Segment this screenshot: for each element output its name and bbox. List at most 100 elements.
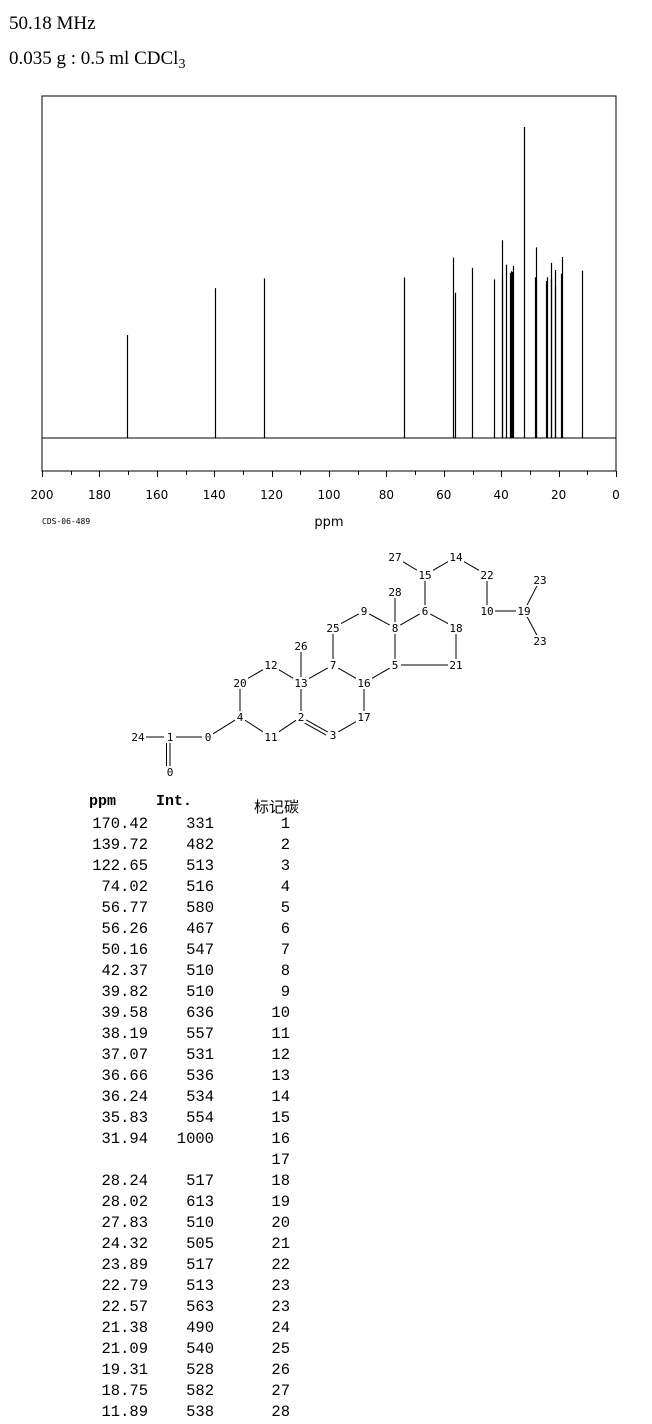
cell-carbon: 12	[271, 1046, 290, 1064]
atom-label-a0: 0	[205, 731, 212, 744]
atom-label-a9: 9	[361, 605, 368, 618]
atom-bg	[387, 586, 403, 598]
cell-carbon: 19	[271, 1193, 290, 1211]
bond	[337, 667, 360, 681]
cell-carbon: 21	[271, 1235, 290, 1253]
cell-ppm: 24.32	[101, 1235, 148, 1253]
cell-ppm: 37.07	[101, 1046, 148, 1064]
atom-bg	[165, 731, 175, 743]
sample-main: 0.035 g : 0.5 ml CDCl	[9, 48, 179, 69]
atom-bg	[387, 551, 403, 563]
x-tick-label: 200	[31, 488, 54, 502]
bond	[369, 613, 390, 626]
header-carbon-label: 标记碳	[254, 798, 300, 816]
cell-ppm: 38.19	[101, 1025, 148, 1043]
cell-intensity: 531	[186, 1046, 214, 1064]
atom-label-a20: 20	[233, 677, 246, 690]
atom-label-a26: 26	[294, 640, 307, 653]
table-row: 22.79 513 23	[0, 1277, 652, 1298]
table-row: 17	[0, 1151, 652, 1172]
table-row: 35.83 554 15	[0, 1109, 652, 1130]
cell-carbon: 27	[271, 1382, 290, 1400]
atom-label-a18: 18	[449, 622, 462, 635]
cell-carbon: 23	[271, 1277, 290, 1295]
x-tick-label: 140	[203, 488, 226, 502]
table-row: 23.89 517 22	[0, 1256, 652, 1277]
atom-label-a24: 24	[131, 731, 145, 744]
x-tick-label: 20	[551, 488, 566, 502]
atom-label-a8: 8	[392, 622, 399, 635]
cell-carbon: 28	[271, 1403, 290, 1421]
atom-bg	[293, 640, 309, 652]
table-row: 56.26 467 6	[0, 920, 652, 941]
bond	[305, 667, 329, 681]
cell-ppm: 18.75	[101, 1382, 148, 1400]
atom-bg	[263, 731, 279, 743]
cell-ppm: 21.09	[101, 1340, 148, 1358]
atom-bg	[263, 659, 279, 671]
cell-ppm: 36.24	[101, 1088, 148, 1106]
atom-label-a10: 10	[480, 605, 493, 618]
table-row: 28.02 613 19	[0, 1193, 652, 1214]
cell-carbon: 26	[271, 1361, 290, 1379]
cell-intensity: 582	[186, 1382, 214, 1400]
bond	[460, 559, 483, 573]
bond	[338, 613, 359, 626]
x-tick-label: 0	[612, 488, 620, 502]
bond	[275, 667, 297, 681]
x-tick-label: 120	[260, 488, 283, 502]
bond	[337, 719, 360, 733]
atom-bg	[165, 766, 175, 778]
cell-ppm: 139.72	[92, 836, 148, 854]
x-tick-label: 100	[318, 488, 341, 502]
atom-bg	[516, 605, 532, 617]
cell-intensity: 467	[186, 920, 214, 938]
table-row: 170.42 331 1	[0, 815, 652, 836]
table-row: 39.58 636 10	[0, 1004, 652, 1025]
cell-carbon: 18	[271, 1172, 290, 1190]
atom-label-a17: 17	[357, 711, 370, 724]
cell-ppm: 22.79	[101, 1277, 148, 1295]
atom-bg	[130, 731, 146, 743]
table-row: 28.24 517 18	[0, 1172, 652, 1193]
bond	[526, 585, 538, 606]
x-axis-label: ppm	[314, 515, 343, 530]
atom-label-a7: 7	[330, 659, 337, 672]
cell-ppm: 36.66	[101, 1067, 148, 1085]
atom-label-a23a: 23	[533, 574, 546, 587]
atom-bg	[448, 551, 464, 563]
cell-carbon: 23	[271, 1298, 290, 1316]
x-tick-label: 60	[436, 488, 451, 502]
table-row: 39.82 510 9	[0, 983, 652, 1004]
atom-label-a13: 13	[294, 677, 307, 690]
atom-label-a2: 2	[298, 711, 305, 724]
cell-ppm: 22.57	[101, 1298, 148, 1316]
atom-label-a28: 28	[388, 586, 401, 599]
atom-bg	[448, 622, 464, 634]
table-row: 24.32 505 21	[0, 1235, 652, 1256]
atom-label-a22: 22	[480, 569, 493, 582]
cell-ppm: 23.89	[101, 1256, 148, 1274]
double-bond-line	[304, 722, 327, 736]
table-row: 36.66 536 13	[0, 1067, 652, 1088]
cell-carbon: 13	[271, 1067, 290, 1085]
atom-bg	[232, 677, 248, 689]
atom-bg	[328, 659, 338, 671]
sample-subscript: 3	[178, 57, 186, 72]
atom-bg	[390, 622, 400, 634]
atom-label-a25: 25	[326, 622, 339, 635]
atom-label-a4: 4	[237, 711, 244, 724]
table-row: 74.02 516 4	[0, 878, 652, 899]
atom-label-a1: 1	[167, 731, 174, 744]
bond	[212, 719, 236, 735]
cell-intensity: 563	[186, 1298, 214, 1316]
cell-ppm: 39.82	[101, 983, 148, 1001]
table-row: 19.31 528 26	[0, 1361, 652, 1382]
table-row: 21.09 540 25	[0, 1340, 652, 1361]
cell-carbon: 7	[280, 941, 290, 959]
cell-ppm: 56.77	[101, 899, 148, 917]
atom-bg	[532, 574, 548, 586]
table-row: 42.37 510 8	[0, 962, 652, 983]
x-tick-label: 80	[379, 488, 394, 502]
atom-label-a19: 19	[517, 605, 530, 618]
